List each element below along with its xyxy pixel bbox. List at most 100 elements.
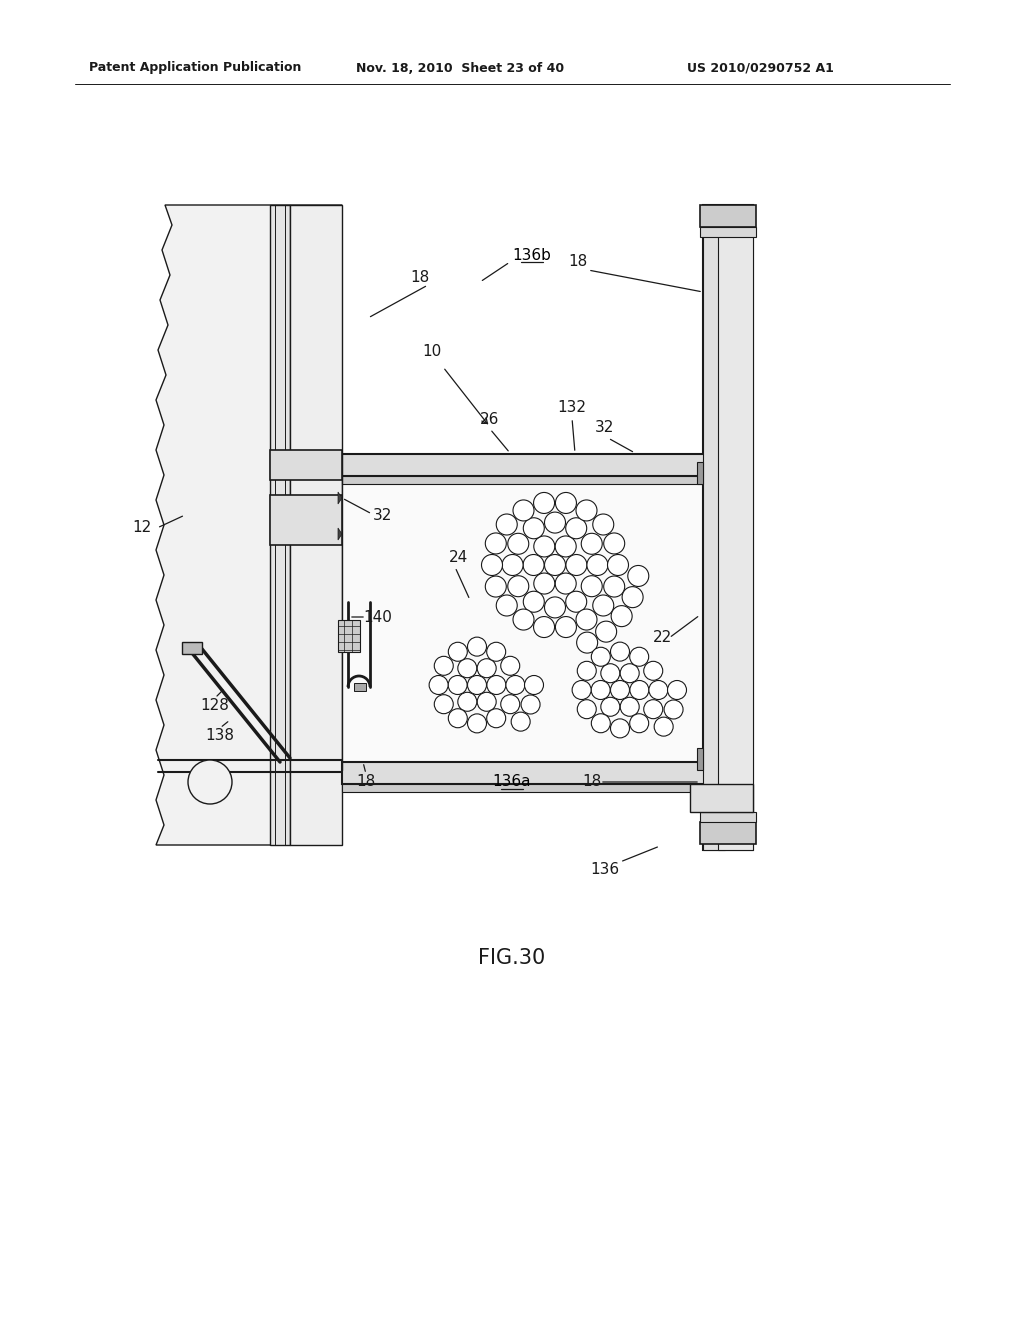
Bar <box>700 812 756 822</box>
Bar <box>697 462 703 484</box>
Circle shape <box>621 697 639 717</box>
Circle shape <box>524 676 544 694</box>
Circle shape <box>501 656 520 676</box>
Circle shape <box>497 513 517 535</box>
Circle shape <box>534 616 555 638</box>
Text: 138: 138 <box>206 727 234 742</box>
Circle shape <box>578 700 596 718</box>
Circle shape <box>611 606 632 627</box>
Bar <box>700 822 756 843</box>
Circle shape <box>591 647 610 667</box>
Circle shape <box>545 512 565 533</box>
Circle shape <box>572 681 591 700</box>
Circle shape <box>468 638 486 656</box>
Circle shape <box>434 694 454 714</box>
Text: 12: 12 <box>133 520 152 536</box>
Circle shape <box>582 576 602 597</box>
Circle shape <box>593 513 613 535</box>
Text: FIG.30: FIG.30 <box>478 948 546 968</box>
Bar <box>718 205 753 850</box>
Bar <box>270 450 342 480</box>
Circle shape <box>449 676 467 694</box>
Circle shape <box>449 709 467 727</box>
Bar <box>342 454 710 477</box>
Text: 26: 26 <box>480 412 500 428</box>
Text: 132: 132 <box>557 400 587 416</box>
Circle shape <box>477 659 497 677</box>
Circle shape <box>513 500 534 521</box>
Circle shape <box>630 681 649 700</box>
Circle shape <box>601 697 620 717</box>
Circle shape <box>481 554 503 576</box>
Circle shape <box>610 719 630 738</box>
Circle shape <box>587 554 608 576</box>
Circle shape <box>534 492 555 513</box>
Text: Nov. 18, 2010  Sheet 23 of 40: Nov. 18, 2010 Sheet 23 of 40 <box>356 62 564 74</box>
Circle shape <box>513 609 534 630</box>
Text: 128: 128 <box>201 698 229 714</box>
Circle shape <box>545 554 565 576</box>
Circle shape <box>630 714 648 733</box>
Circle shape <box>630 647 648 667</box>
Circle shape <box>497 595 517 616</box>
Bar <box>338 620 360 652</box>
Circle shape <box>575 500 597 521</box>
Circle shape <box>582 533 602 554</box>
Circle shape <box>521 696 540 714</box>
Circle shape <box>468 714 486 733</box>
Circle shape <box>604 576 625 597</box>
Bar <box>700 205 756 227</box>
Text: 136: 136 <box>591 862 620 878</box>
Circle shape <box>523 591 545 612</box>
Text: Patent Application Publication: Patent Application Publication <box>89 62 301 74</box>
Text: 32: 32 <box>594 421 613 436</box>
Bar <box>342 762 710 784</box>
Circle shape <box>596 622 616 642</box>
Circle shape <box>502 554 523 576</box>
Circle shape <box>429 676 449 694</box>
Circle shape <box>523 517 545 539</box>
Circle shape <box>468 676 486 694</box>
Circle shape <box>644 700 663 718</box>
Circle shape <box>601 664 620 682</box>
Circle shape <box>575 609 597 630</box>
Polygon shape <box>338 492 342 504</box>
Circle shape <box>477 692 497 711</box>
Circle shape <box>593 595 613 616</box>
Text: 18: 18 <box>568 255 588 269</box>
Text: 22: 22 <box>652 631 672 645</box>
Circle shape <box>555 492 577 513</box>
Circle shape <box>188 760 232 804</box>
Circle shape <box>458 659 477 677</box>
Circle shape <box>654 717 673 737</box>
Circle shape <box>501 694 520 714</box>
Circle shape <box>566 554 587 576</box>
Circle shape <box>610 642 630 661</box>
Circle shape <box>621 664 639 682</box>
Bar <box>690 784 753 812</box>
Bar <box>290 205 342 845</box>
Circle shape <box>555 536 577 557</box>
Text: 18: 18 <box>411 271 430 285</box>
Circle shape <box>485 533 506 554</box>
Text: 24: 24 <box>449 549 468 565</box>
Circle shape <box>534 536 555 557</box>
Text: 136b: 136b <box>513 248 552 263</box>
Circle shape <box>508 533 528 554</box>
Circle shape <box>604 533 625 554</box>
Circle shape <box>668 681 686 700</box>
Text: 18: 18 <box>356 775 376 789</box>
Bar <box>703 205 753 850</box>
Polygon shape <box>156 205 342 845</box>
Circle shape <box>511 711 530 731</box>
Circle shape <box>610 681 630 700</box>
Circle shape <box>591 681 610 700</box>
Bar <box>182 642 202 653</box>
Circle shape <box>485 576 506 597</box>
Text: 32: 32 <box>374 508 392 524</box>
Circle shape <box>649 681 668 700</box>
Circle shape <box>486 676 506 694</box>
Circle shape <box>534 573 555 594</box>
Circle shape <box>458 692 477 711</box>
Bar <box>354 682 366 690</box>
